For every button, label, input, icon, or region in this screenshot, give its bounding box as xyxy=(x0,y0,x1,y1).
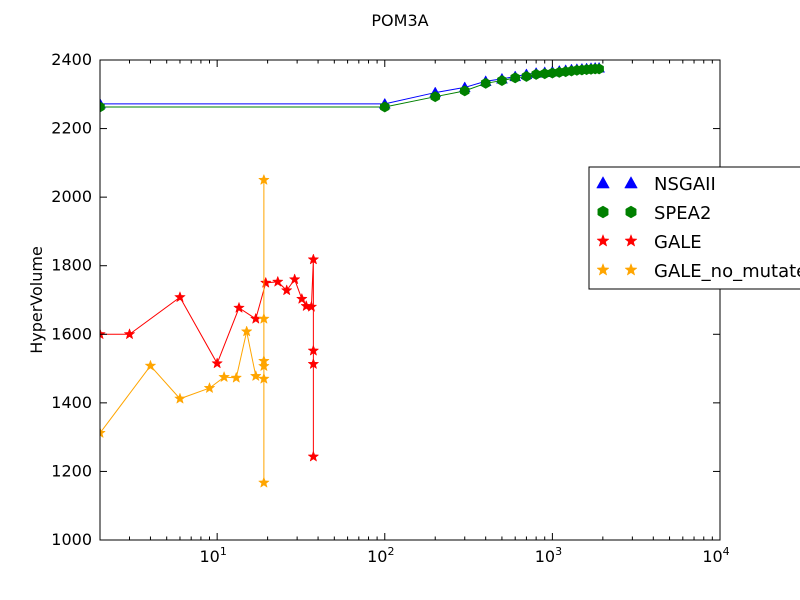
legend-marker-spea2 xyxy=(597,205,609,219)
data-point-gale-no-mutate xyxy=(230,371,243,383)
x-tick-label: 101 xyxy=(199,545,226,566)
legend-label-spea2: SPEA2 xyxy=(654,203,711,224)
data-point-spea2 xyxy=(380,101,390,113)
data-point-gale-no-mutate xyxy=(257,173,270,186)
legend-label-nsgaii: NSGAII xyxy=(654,174,716,195)
legend-marker-gale xyxy=(624,233,638,247)
chart-title: POM3A xyxy=(371,11,428,30)
data-point-gale xyxy=(307,344,320,356)
legend-marker-gale-no-mutate xyxy=(624,262,638,276)
y-tick-label: 1000 xyxy=(51,530,92,549)
data-point-spea2 xyxy=(531,68,541,80)
y-tick-label: 1200 xyxy=(51,461,92,480)
data-point-gale xyxy=(305,300,318,312)
data-point-spea2 xyxy=(480,77,491,89)
data-point-gale-no-mutate xyxy=(257,359,270,372)
data-point-gale xyxy=(249,312,262,324)
data-point-gale-no-mutate xyxy=(144,359,157,371)
data-point-spea2 xyxy=(100,101,105,113)
series-line-gale xyxy=(100,259,314,457)
data-point-gale xyxy=(271,275,284,287)
legend-label-gale-no-mutate: GALE_no_mutate xyxy=(654,261,800,282)
legend-marker-nsgaii xyxy=(624,176,638,189)
legend-label-gale: GALE xyxy=(654,232,702,253)
y-tick-label: 2200 xyxy=(51,119,92,138)
data-point-spea2 xyxy=(459,85,470,97)
series-spea2 xyxy=(100,63,604,113)
data-point-gale-no-mutate xyxy=(174,392,186,404)
axis-ticks: 1000 1200 1400 1600 1800 2000 2200 2400 101 102 10… xyxy=(51,50,729,566)
data-point-gale xyxy=(123,328,136,340)
data-point-spea2 xyxy=(510,72,520,84)
data-point-gale-no-mutate xyxy=(249,369,262,382)
y-axis-label: HyperVolume xyxy=(27,246,46,354)
x-tick-exponent: 2 xyxy=(387,545,394,558)
data-point-gale xyxy=(259,276,272,288)
data-point-gale xyxy=(307,357,320,370)
data-point-spea2 xyxy=(594,63,604,75)
data-point-gale-no-mutate xyxy=(257,372,270,384)
data-point-gale xyxy=(211,357,224,369)
data-point-spea2 xyxy=(497,75,507,87)
data-point-gale xyxy=(307,450,320,462)
legend-marker-gale-no-mutate xyxy=(596,262,610,276)
data-point-gale xyxy=(307,253,320,265)
data-point-gale-no-mutate xyxy=(240,325,253,337)
series-nsgaii xyxy=(100,61,606,109)
series-gale xyxy=(100,253,320,462)
data-point-gale-no-mutate xyxy=(257,476,270,488)
data-point-gale xyxy=(100,328,106,340)
series-gale-no-mutate xyxy=(100,173,270,488)
legend-box xyxy=(588,166,800,290)
legend-marker-spea2 xyxy=(625,205,637,219)
data-point-gale xyxy=(280,284,293,296)
legend-marker-nsgaii xyxy=(596,176,610,189)
series-line-gale-no-mutate xyxy=(100,180,265,483)
y-tick-label: 2000 xyxy=(51,187,92,206)
data-point-gale xyxy=(288,273,301,285)
y-tick-label: 1800 xyxy=(51,256,92,275)
x-tick-exponent: 1 xyxy=(220,545,227,558)
x-tick-exponent: 3 xyxy=(555,545,562,558)
data-point-gale-no-mutate xyxy=(100,426,106,439)
legend: NSGAII SPEA2 GALE GALE_no_mutate xyxy=(588,166,800,290)
data-point-gale xyxy=(233,301,245,313)
legend-marker-gale xyxy=(596,233,610,247)
data-point-gale xyxy=(174,291,186,303)
x-tick-label: 102 xyxy=(367,545,394,566)
data-point-gale-no-mutate xyxy=(218,370,231,383)
data-point-gale xyxy=(295,292,308,305)
x-tick-exponent: 4 xyxy=(723,545,730,558)
plot-series xyxy=(100,61,606,488)
plot-frame xyxy=(99,59,721,541)
data-point-spea2 xyxy=(521,70,532,82)
y-tick-label: 1600 xyxy=(51,324,92,343)
data-point-spea2 xyxy=(430,91,440,103)
x-tick-label: 103 xyxy=(535,545,562,566)
data-point-gale-no-mutate xyxy=(203,381,216,394)
x-tick-label: 104 xyxy=(702,545,729,566)
y-tick-label: 2400 xyxy=(51,50,92,69)
data-point-gale-no-mutate xyxy=(257,312,270,324)
y-tick-label: 1400 xyxy=(51,393,92,412)
